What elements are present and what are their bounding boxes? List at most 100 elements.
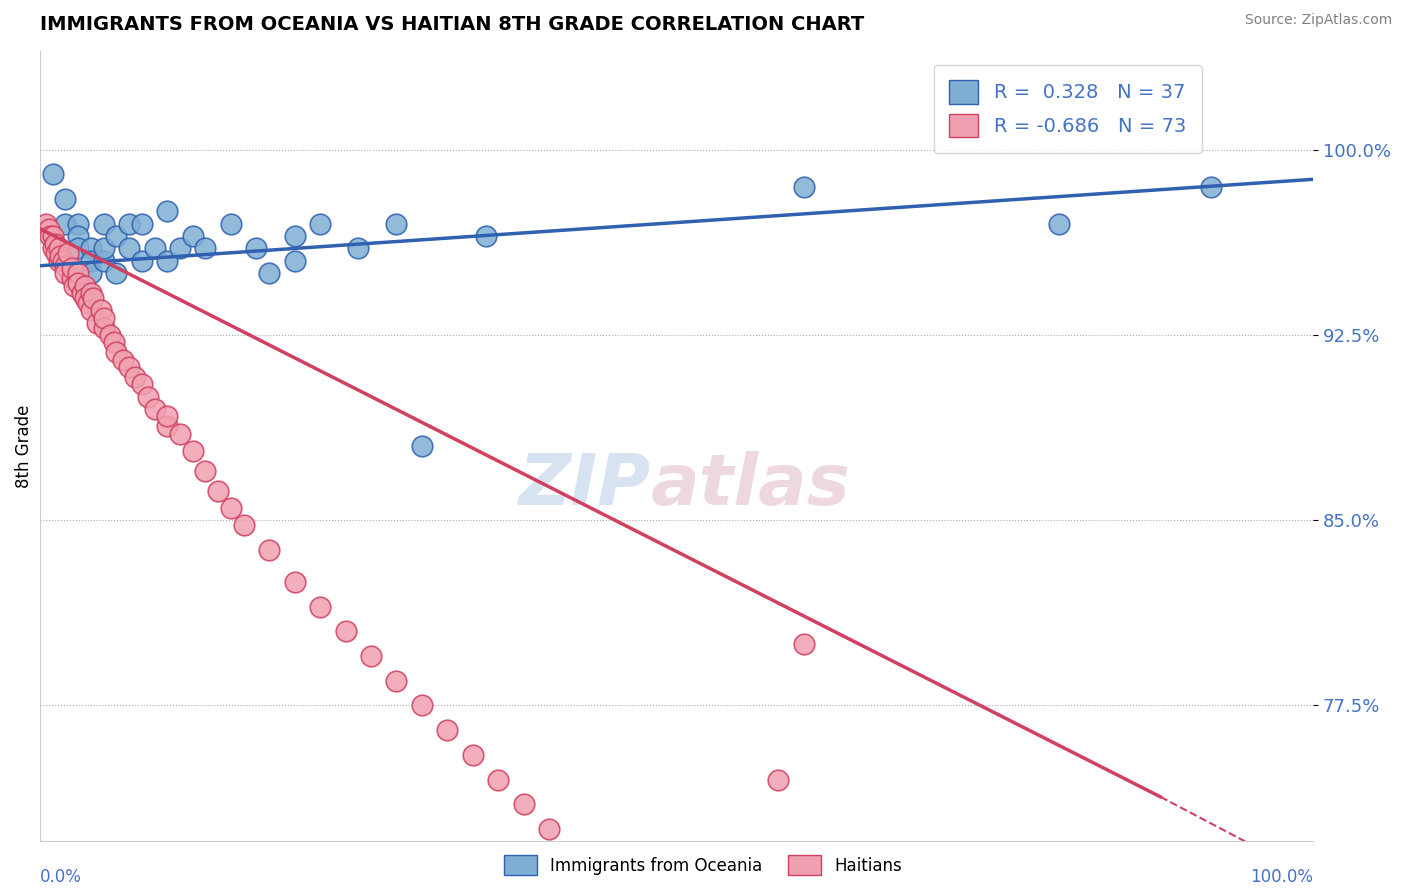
Point [309, 217, 332, 231]
Point [513, 797, 536, 812]
Point [589, 871, 612, 886]
Point [44, 236, 66, 251]
Point [136, 390, 159, 404]
Point [257, 266, 280, 280]
Point [436, 723, 458, 738]
Point [461, 747, 484, 762]
Point [118, 359, 141, 374]
Point [73, 278, 96, 293]
Point [793, 637, 815, 651]
Point [181, 229, 204, 244]
Point [105, 229, 128, 244]
Point [219, 217, 242, 231]
Point [335, 624, 357, 639]
Point [169, 426, 191, 441]
Point [360, 648, 382, 663]
Point [194, 242, 217, 256]
Text: 100.0%: 100.0% [1250, 868, 1313, 886]
Point [73, 291, 96, 305]
Point [105, 266, 128, 280]
Point [41, 167, 63, 181]
Point [245, 242, 267, 256]
Point [39, 229, 62, 244]
Point [219, 500, 242, 515]
Point [385, 217, 408, 231]
Point [63, 278, 86, 293]
Point [385, 673, 408, 688]
Point [80, 253, 103, 268]
Point [45, 246, 67, 260]
Point [93, 253, 115, 268]
Point [411, 439, 433, 453]
Point [48, 253, 70, 268]
Point [80, 285, 103, 300]
Point [411, 698, 433, 713]
Point [55, 259, 77, 273]
Point [93, 310, 115, 325]
Point [169, 242, 191, 256]
Text: IMMIGRANTS FROM OCEANIA VS HAITIAN 8TH GRADE CORRELATION CHART: IMMIGRANTS FROM OCEANIA VS HAITIAN 8TH G… [39, 15, 865, 34]
Point [156, 253, 179, 268]
Point [67, 276, 90, 290]
Point [77, 295, 100, 310]
Point [131, 217, 153, 231]
Point [143, 242, 166, 256]
Point [232, 518, 254, 533]
Point [156, 419, 179, 434]
Point [284, 229, 307, 244]
Point [41, 229, 63, 244]
Point [90, 303, 112, 318]
Point [80, 242, 103, 256]
Point [309, 599, 332, 614]
Point [70, 285, 93, 300]
Point [55, 266, 77, 280]
Point [131, 253, 153, 268]
Point [284, 253, 307, 268]
Point [60, 271, 83, 285]
Point [67, 242, 90, 256]
Point [93, 320, 115, 334]
Text: Source: ZipAtlas.com: Source: ZipAtlas.com [1244, 13, 1392, 28]
Text: atlas: atlas [651, 451, 851, 520]
Point [93, 242, 115, 256]
Point [181, 444, 204, 458]
Point [67, 217, 90, 231]
Legend: R =  0.328   N = 37, R = -0.686   N = 73: R = 0.328 N = 37, R = -0.686 N = 73 [934, 64, 1202, 153]
Point [41, 242, 63, 256]
Point [60, 261, 83, 276]
Point [93, 217, 115, 231]
Point [80, 266, 103, 280]
Point [768, 772, 790, 787]
Point [56, 246, 79, 260]
Point [564, 847, 586, 861]
Point [35, 217, 58, 231]
Point [486, 772, 509, 787]
Point [52, 253, 75, 268]
Point [793, 179, 815, 194]
Point [124, 370, 146, 384]
Point [82, 291, 104, 305]
Point [194, 464, 217, 478]
Point [131, 377, 153, 392]
Point [284, 574, 307, 589]
Point [156, 204, 179, 219]
Point [118, 242, 141, 256]
Point [118, 217, 141, 231]
Point [1047, 217, 1070, 231]
Point [86, 316, 108, 330]
Legend: Immigrants from Oceania, Haitians: Immigrants from Oceania, Haitians [495, 847, 911, 884]
Point [48, 242, 70, 256]
Point [143, 402, 166, 417]
Point [67, 266, 90, 280]
Point [1201, 179, 1223, 194]
Point [105, 345, 128, 359]
Point [207, 483, 229, 498]
Point [156, 409, 179, 424]
Point [55, 217, 77, 231]
Point [67, 229, 90, 244]
Point [111, 352, 134, 367]
Point [257, 542, 280, 557]
Point [538, 822, 561, 836]
Point [55, 192, 77, 206]
Point [474, 229, 496, 244]
